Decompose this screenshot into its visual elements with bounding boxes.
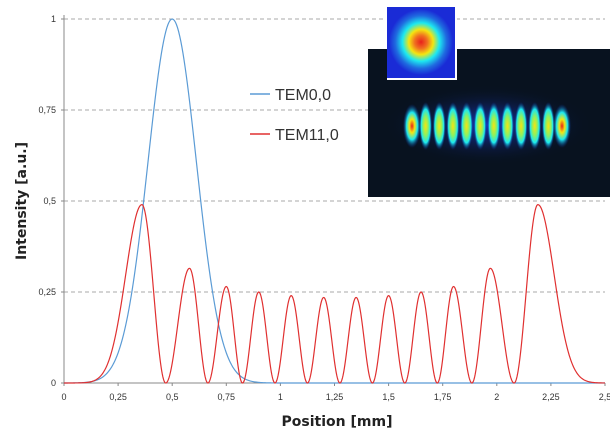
x-tick-label-3: 0,75 — [218, 392, 236, 402]
x-tick-label-5: 1,25 — [326, 392, 344, 402]
beam-lobes — [403, 102, 571, 150]
x-axis-title: Position [mm] — [282, 414, 393, 430]
x-tick-label-0: 0 — [61, 392, 66, 402]
x-tick-label-2: 0,5 — [166, 392, 179, 402]
beam-lobe-4 — [460, 102, 474, 150]
x-tick-label-9: 2,25 — [542, 392, 560, 402]
inset-tem110-beam-image — [368, 9, 610, 197]
beam-lobe-2 — [432, 102, 446, 150]
x-tick-label-4: 1 — [278, 392, 283, 402]
beam-lobe-0 — [403, 104, 421, 148]
y-tick-labels: 0 0,25 0,5 0,75 1 — [38, 14, 64, 388]
series-lines — [64, 18, 606, 384]
y-tick-label-1: 0,25 — [38, 287, 56, 297]
beam-lobe-5 — [473, 102, 487, 150]
beam-lobe-10 — [541, 102, 555, 150]
legend: TEM0,0 TEM11,0 — [250, 87, 339, 144]
x-tick-label-8: 2 — [494, 392, 499, 402]
x-tick-labels: 0 0,25 0,5 0,75 1 1,25 1,5 1,75 2 2,25 2,5 — [61, 383, 610, 402]
x-tick-label-7: 1,75 — [434, 392, 452, 402]
y-axis-title: Intensity [a.u.] — [14, 142, 30, 260]
legend-label-tem00: TEM0,0 — [275, 87, 331, 104]
beam-lobe-7 — [500, 102, 514, 150]
beam-lobe-8 — [514, 102, 528, 150]
beam-lobe-11 — [553, 104, 571, 148]
y-tick-label-0: 0 — [51, 378, 56, 388]
x-tick-label-10: 2,5 — [599, 392, 610, 402]
x-tick-label-6: 1,5 — [382, 392, 395, 402]
y-tick-label-4: 1 — [51, 14, 56, 24]
beam-lobe-1 — [419, 102, 433, 150]
legend-label-tem110: TEM11,0 — [275, 127, 339, 144]
series-line-tem110 — [64, 204, 606, 384]
beam-lobe-9 — [528, 102, 542, 150]
x-tick-label-1: 0,25 — [109, 392, 127, 402]
y-tick-label-2: 0,5 — [43, 196, 56, 206]
beam-lobe-3 — [446, 102, 460, 150]
beam-lobe-6 — [487, 102, 501, 150]
y-tick-label-3: 0,75 — [38, 105, 56, 115]
